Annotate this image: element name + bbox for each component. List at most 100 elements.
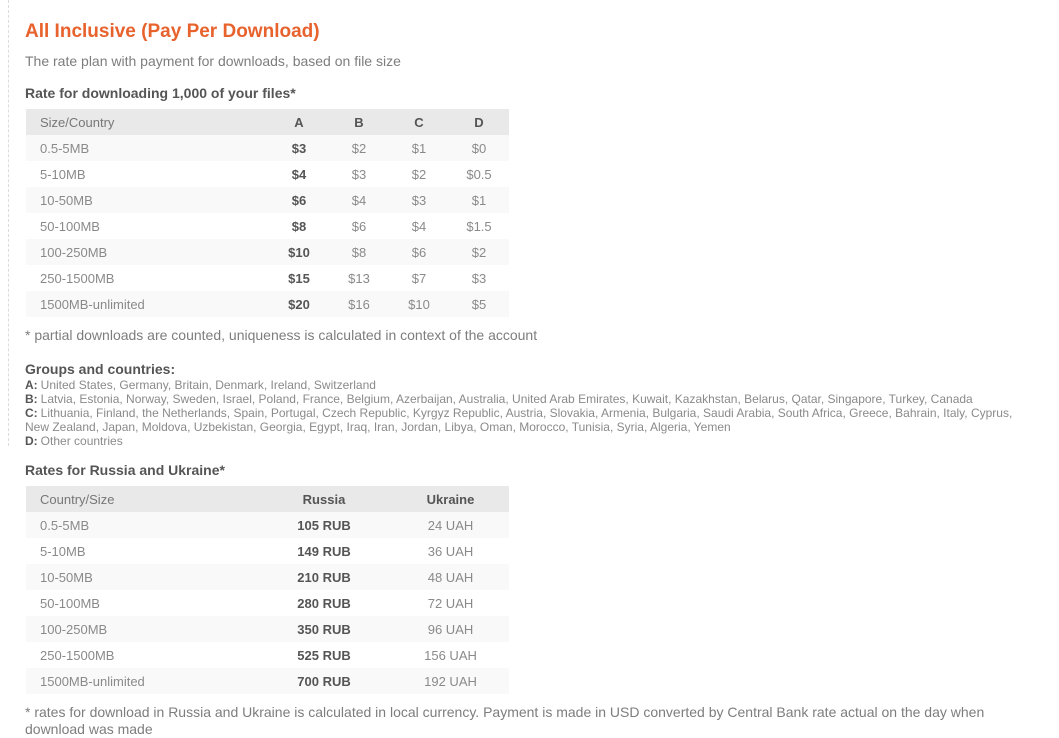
size-cell: 1500MB-unlimited [40, 296, 145, 312]
table-header-row: Country/Size Russia Ukraine [26, 486, 509, 512]
local-table-footnote: * rates for download in Russia and Ukrai… [25, 704, 985, 737]
column-header-country-size: Country/Size [26, 486, 256, 512]
price-cell: $6 [351, 218, 367, 234]
table-row: 50-100MB 280 RUB 72 UAH [26, 590, 509, 616]
table-row: 100-250MB $10 $8 $6 $2 [26, 239, 509, 265]
size-cell: 100-250MB [40, 621, 108, 637]
column-header-group-b: B [329, 109, 389, 135]
rub-price-cell: 149 RUB [297, 543, 351, 559]
size-cell: 0.5-5MB [40, 517, 90, 533]
price-cell: $10 [288, 244, 310, 260]
table-row: 5-10MB 149 RUB 36 UAH [26, 538, 509, 564]
uah-price-cell: 96 UAH [427, 621, 474, 637]
price-cell: $0.5 [466, 166, 492, 182]
group-label-d: D: [25, 434, 38, 448]
price-cell: $7 [411, 270, 427, 286]
price-cell: $3 [471, 270, 487, 286]
uah-price-cell: 192 UAH [424, 673, 477, 689]
page-subtitle: The rate plan with payment for downloads… [25, 53, 401, 69]
group-label-b: B: [25, 392, 38, 406]
group-line-a: A: United States, Germany, Britain, Denma… [25, 378, 1035, 392]
table-row: 5-10MB $4 $3 $2 $0.5 [26, 161, 509, 187]
table-row: 0.5-5MB $3 $2 $1 $0 [26, 135, 509, 161]
group-countries-d: Other countries [40, 434, 123, 448]
group-countries-b: Latvia, Estonia, Norway, Sweden, Israel,… [40, 392, 973, 406]
price-cell: $16 [348, 296, 370, 312]
column-header-ukraine: Ukraine [392, 486, 509, 512]
rub-price-cell: 105 RUB [297, 517, 351, 533]
table-row: 250-1500MB 525 RUB 156 UAH [26, 642, 509, 668]
column-header-group-c: C [389, 109, 449, 135]
rates-table-heading: Rate for downloading 1,000 of your files… [25, 85, 296, 101]
page-title: All Inclusive (Pay Per Download) [25, 21, 320, 42]
download-rates-table: Size/Country A B C D 0.5-5MB $3 $2 $1 $0… [26, 109, 509, 317]
table-row: 10-50MB $6 $4 $3 $1 [26, 187, 509, 213]
column-header-size-country: Size/Country [26, 109, 269, 135]
price-cell: $1.5 [466, 218, 492, 234]
size-cell: 5-10MB [40, 543, 86, 559]
group-label-c: C: [25, 406, 38, 420]
groups-and-countries: Groups and countries: A: United States, G… [25, 361, 1035, 448]
price-cell: $3 [411, 192, 427, 208]
price-cell: $3 [351, 166, 367, 182]
column-header-group-d: D [449, 109, 509, 135]
group-countries-c: Lithuania, Finland, the Netherlands, Spa… [25, 406, 1013, 434]
uah-price-cell: 156 UAH [424, 647, 477, 663]
size-cell: 250-1500MB [40, 647, 115, 663]
table-row: 50-100MB $8 $6 $4 $1.5 [26, 213, 509, 239]
price-cell: $6 [411, 244, 427, 260]
price-cell: $0 [471, 140, 487, 156]
rates-table-footnote: * partial downloads are counted, uniquen… [25, 327, 538, 343]
price-cell: $3 [291, 140, 307, 156]
rub-price-cell: 700 RUB [297, 673, 351, 689]
group-countries-a: United States, Germany, Britain, Denmark… [40, 378, 376, 392]
price-cell: $20 [288, 296, 310, 312]
rub-price-cell: 525 RUB [297, 647, 351, 663]
rub-price-cell: 210 RUB [297, 569, 351, 585]
rub-price-cell: 350 RUB [297, 621, 351, 637]
table-row: 100-250MB 350 RUB 96 UAH [26, 616, 509, 642]
table-row: 1500MB-unlimited $20 $16 $10 $5 [26, 291, 509, 317]
table-row: 10-50MB 210 RUB 48 UAH [26, 564, 509, 590]
price-cell: $15 [288, 270, 310, 286]
group-label-a: A: [25, 378, 38, 392]
russia-ukraine-rates-table: Country/Size Russia Ukraine 0.5-5MB 105 … [26, 486, 509, 694]
price-cell: $2 [411, 166, 427, 182]
price-cell: $1 [471, 192, 487, 208]
table-row: 0.5-5MB 105 RUB 24 UAH [26, 512, 509, 538]
groups-heading-label: Groups and countries: [25, 361, 176, 377]
group-line-c: C: Lithuania, Finland, the Netherlands, S… [25, 406, 1035, 434]
price-cell: $8 [351, 244, 367, 260]
size-cell: 5-10MB [40, 166, 86, 182]
column-header-group-a: A [269, 109, 329, 135]
price-cell: $6 [291, 192, 307, 208]
price-cell: $2 [351, 140, 367, 156]
size-cell: 250-1500MB [40, 270, 115, 286]
size-cell: 0.5-5MB [40, 140, 90, 156]
rub-price-cell: 280 RUB [297, 595, 351, 611]
price-cell: $5 [471, 296, 487, 312]
uah-price-cell: 36 UAH [427, 543, 474, 559]
size-cell: 100-250MB [40, 244, 108, 260]
table-row: 1500MB-unlimited 700 RUB 192 UAH [26, 668, 509, 694]
price-cell: $8 [291, 218, 307, 234]
size-cell: 1500MB-unlimited [40, 673, 145, 689]
price-cell: $4 [411, 218, 427, 234]
table-row: 250-1500MB $15 $13 $7 $3 [26, 265, 509, 291]
price-cell: $4 [291, 166, 307, 182]
price-cell: $4 [351, 192, 367, 208]
size-cell: 50-100MB [40, 595, 100, 611]
column-header-russia: Russia [256, 486, 392, 512]
price-cell: $2 [471, 244, 487, 260]
groups-heading: Groups and countries: [25, 361, 1035, 378]
size-cell: 10-50MB [40, 192, 93, 208]
price-cell: $10 [408, 296, 430, 312]
uah-price-cell: 24 UAH [427, 517, 474, 533]
selection-dashed-line [8, 0, 9, 446]
size-cell: 50-100MB [40, 218, 100, 234]
uah-price-cell: 48 UAH [427, 569, 474, 585]
group-line-b: B: Latvia, Estonia, Norway, Sweden, Israe… [25, 392, 1035, 406]
price-cell: $1 [411, 140, 427, 156]
group-line-d: D: Other countries [25, 434, 1035, 448]
